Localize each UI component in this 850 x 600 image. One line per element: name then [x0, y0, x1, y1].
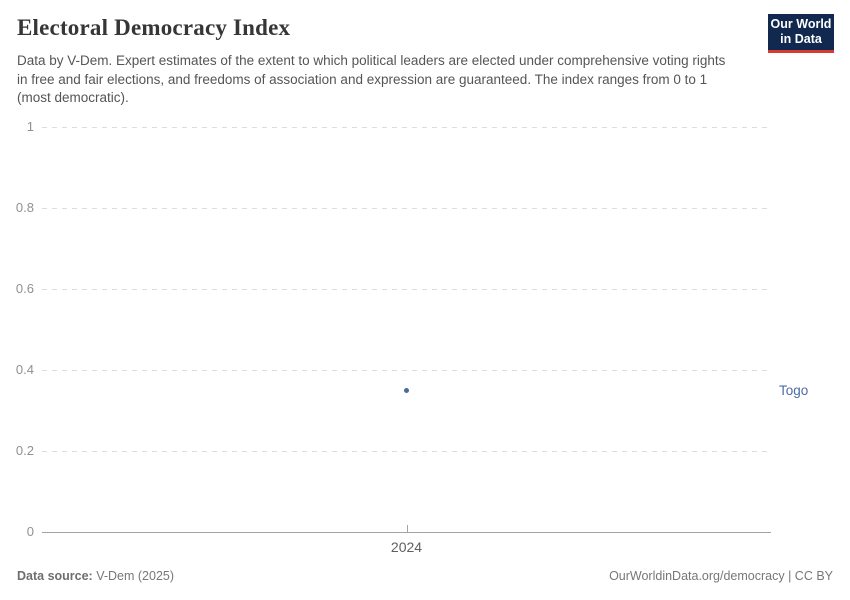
entity-label-togo[interactable]: Togo — [779, 383, 809, 399]
y-axis-tick-label: 1 — [26, 119, 34, 134]
data-source: Data source: V-Dem (2025) — [17, 569, 174, 583]
y-axis-tick-label: 0.8 — [15, 200, 34, 215]
data-source-value: V-Dem (2025) — [92, 569, 175, 583]
y-gridline — [42, 208, 771, 209]
chart-subtitle: Data by V-Dem. Expert estimates of the e… — [17, 53, 726, 105]
logo-line1: Our World — [770, 17, 832, 31]
y-axis-tick-label: 0.4 — [15, 362, 34, 377]
y-gridline — [42, 370, 771, 371]
y-axis-tick-label: 0.2 — [15, 443, 34, 458]
credit-link[interactable]: OurWorldinData.org/democracy | CC BY — [609, 569, 833, 583]
y-axis-tick-label: 0.6 — [15, 281, 34, 296]
y-axis-tick-label: 0 — [26, 524, 34, 539]
data-point-togo[interactable] — [404, 387, 409, 393]
plot-area: 0 0.2 0.4 0.6 0.8 1 2024 Togo — [15, 119, 809, 555]
x-axis-line — [42, 532, 771, 533]
x-axis-tick-label: 2024 — [390, 539, 423, 555]
owid-logo: Our World in Data — [768, 14, 834, 53]
x-axis-tick — [406, 525, 408, 532]
page-title: Electoral Democracy Index — [17, 15, 291, 40]
y-gridline — [42, 451, 771, 452]
y-gridline — [42, 127, 771, 128]
data-source-label: Data source: — [17, 569, 93, 583]
y-gridline — [42, 289, 771, 290]
logo-line2: in Data — [780, 32, 822, 46]
